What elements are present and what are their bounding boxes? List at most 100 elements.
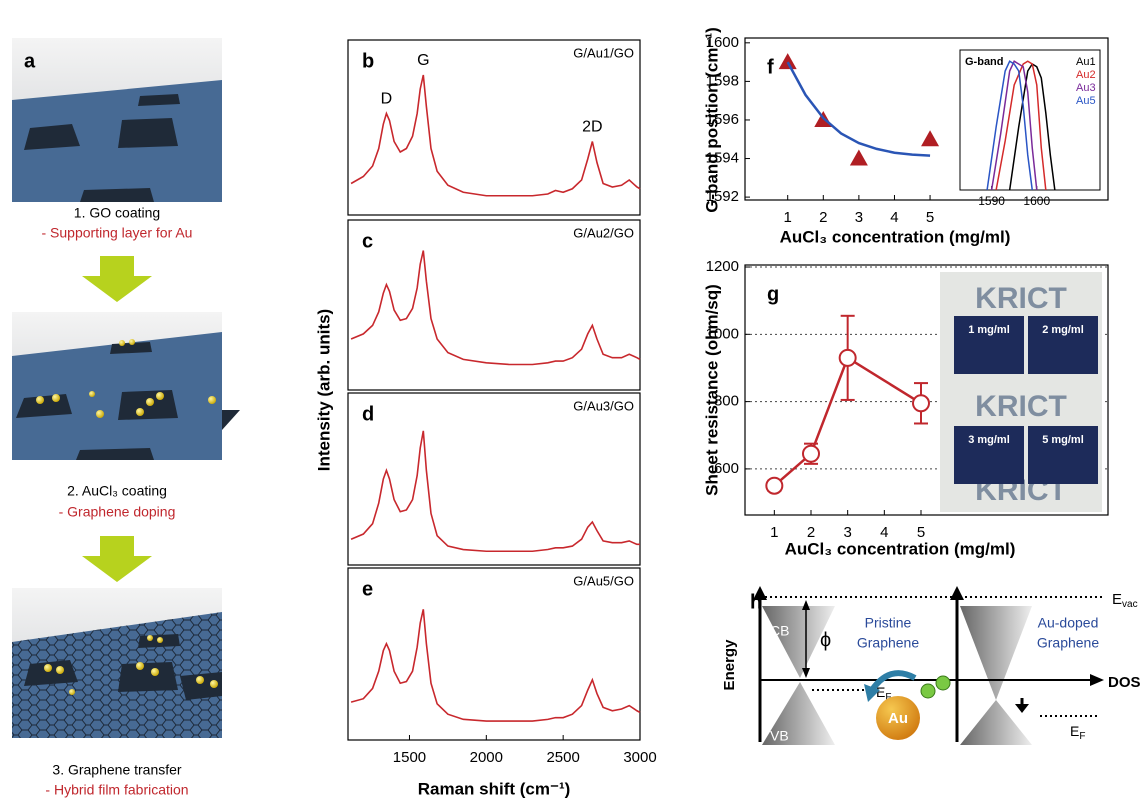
vb-cone (960, 700, 1032, 745)
x-tick-label: 5 (926, 209, 934, 226)
x-axis-label: Raman shift (cm⁻¹) (418, 779, 571, 798)
pristine-label: Pristine (865, 615, 912, 631)
inset-title: G-band (965, 56, 1004, 68)
panel-label: e (362, 578, 373, 600)
x-tick-label: 3 (843, 524, 851, 541)
y-tick-label: 1592 (706, 188, 739, 205)
flake (138, 94, 180, 106)
evac-label: Evac (1112, 591, 1138, 610)
panel-label: b (362, 50, 374, 72)
sample-film (1028, 316, 1098, 374)
panel-label: c (362, 230, 373, 252)
flake (24, 124, 80, 150)
flake (222, 410, 240, 430)
axis-arrow (1090, 674, 1104, 686)
series-line (990, 60, 1038, 191)
x-tick-label: 4 (890, 209, 898, 226)
ef-label: EF (876, 684, 891, 703)
series-line (350, 609, 641, 722)
vb-label: VB (770, 728, 789, 744)
y-tick-label: 600 (714, 460, 739, 477)
au-atom (876, 696, 920, 740)
y-tick-label: 1000 (706, 325, 739, 342)
sample-label: 2 mg/ml (1042, 324, 1084, 336)
step-desc: - Graphene doping (59, 504, 176, 520)
step-desc: - Supporting layer for Au (42, 225, 193, 241)
cb-cone (762, 606, 835, 678)
legend-entry: Au2 (1076, 69, 1096, 81)
plot-frame (744, 264, 1109, 516)
inset-x-tick-label: 1590 (978, 194, 1005, 208)
electron (935, 675, 951, 691)
go-plane (12, 80, 222, 202)
energy-label: Energy (721, 639, 738, 691)
peak-label: D (381, 91, 393, 108)
panel-title: G/Au3/GO (573, 398, 634, 413)
plot-frame (347, 219, 641, 391)
y-tick-label: 1594 (706, 150, 739, 167)
x-tick-label: 4 (880, 524, 888, 541)
doped-label: Au-doped (1038, 615, 1099, 631)
x-tick-label: 3000 (623, 749, 656, 766)
y-tick-label: 1596 (706, 111, 739, 128)
transfer-arrow (869, 670, 917, 692)
marker (921, 130, 940, 147)
vb-cone (762, 682, 835, 745)
inset-x-tick-label: 1600 (1023, 194, 1050, 208)
x-tick-label: 5 (917, 524, 925, 541)
go-plane (12, 332, 222, 460)
y-axis-label: Sheet resistance (ohm/sq) (702, 284, 721, 496)
legend-entry: Au3 (1076, 82, 1096, 94)
phi-label: ϕ (820, 629, 831, 651)
x-tick-label: 2500 (546, 749, 579, 766)
x-axis-label: AuCl₃ concentration (mg/ml) (780, 227, 1011, 246)
y-axis-label: Intensity (arb. units) (314, 309, 333, 471)
marker (849, 149, 868, 166)
legend-entry: Au1 (1076, 56, 1096, 68)
pristine-label: Graphene (857, 635, 919, 651)
arrow (82, 256, 152, 302)
arrowhead (864, 684, 880, 702)
y-tick-label: 1600 (706, 34, 739, 51)
sample-label: 1 mg/ml (968, 324, 1010, 336)
ef-label: EF (1070, 723, 1085, 742)
x-axis-label: AuCl₃ concentration (mg/ml) (785, 539, 1016, 558)
y-tick-label: 1200 (706, 258, 739, 275)
evac-sub: vac (1122, 599, 1138, 610)
x-tick-label: 1 (784, 209, 792, 226)
panel-label: a (24, 50, 36, 72)
sample-film (1028, 426, 1098, 484)
step-desc: - Hybrid film fabrication (45, 782, 188, 798)
photo-logo: KRICT (975, 390, 1067, 423)
electron (920, 683, 936, 699)
doped-label: Graphene (1037, 635, 1099, 651)
ef-base: E (876, 684, 885, 700)
evac-base: E (1112, 591, 1122, 608)
y-axis-label: G-band position (cm⁻¹) (702, 27, 721, 213)
axis-arrow (753, 586, 767, 600)
peak-label: G (417, 52, 429, 69)
panel-h: h Evac DOS Energy CB VB ϕ EF Pristine Gr… (721, 586, 1141, 745)
arrowhead (802, 600, 810, 610)
peak-label: 2D (582, 119, 602, 136)
series-line (350, 74, 641, 197)
plot-frame (347, 392, 641, 566)
panel-label: g (767, 283, 779, 305)
sample-label: 3 mg/ml (968, 434, 1010, 446)
axis-arrow (950, 586, 964, 600)
step-title: 3. Graphene transfer (52, 762, 182, 778)
flake (80, 188, 154, 202)
y-tick-label: 800 (714, 393, 739, 410)
flake (118, 662, 178, 692)
plot-frame (744, 37, 1109, 201)
cb-label: CB (770, 623, 789, 639)
flake (118, 118, 178, 148)
photo-logo: KRICT (975, 282, 1067, 315)
cb-cone (960, 606, 1032, 700)
x-tick-label: 2 (819, 209, 827, 226)
x-tick-label: 1 (770, 524, 778, 541)
x-tick-label: 2 (807, 524, 815, 541)
step-title: 1. GO coating (74, 205, 160, 221)
marker (765, 476, 784, 495)
